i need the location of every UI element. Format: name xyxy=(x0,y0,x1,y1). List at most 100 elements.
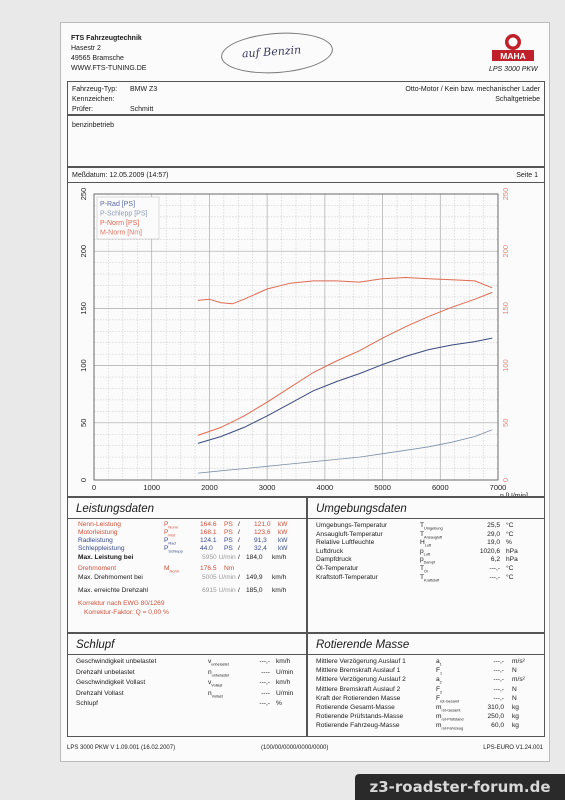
y-tick-label-left: 50 xyxy=(79,419,88,427)
torque-at-value: 149,9 xyxy=(246,574,263,581)
schlupf-row-label: Drehzahl unbelastet xyxy=(76,668,135,676)
umgebung-row-sub: Ansaugluft xyxy=(424,534,442,539)
leistung-row-slash: / xyxy=(238,545,240,552)
umgebung-row-sym: T xyxy=(420,530,425,538)
schlupf-row-unit: U/min xyxy=(276,689,294,697)
schlupf-row-value: ---- xyxy=(261,668,270,676)
rotierend-row-sub: 2 xyxy=(440,689,443,694)
umgebung-row-sub: Kraftstoff xyxy=(424,577,440,582)
umgebung-row-label: Dampfdruck xyxy=(316,556,352,564)
schlupf-row-sym: n xyxy=(208,668,212,676)
lps-model-label: LPS 3000 PKW xyxy=(489,66,538,73)
umgebung-row-symbol: pDampf xyxy=(420,557,435,565)
umgebung-row-unit: °C xyxy=(506,530,514,538)
umgebung-row-sym: T xyxy=(420,573,425,581)
y-tick-label-left: 0 xyxy=(79,478,88,482)
leistung-row-v2: 32,4 xyxy=(254,545,267,552)
umgebung-row-symbol: TÖl xyxy=(420,565,428,574)
schlupf-panel: Schlupf Geschwindigkeit unbelastet vunbel… xyxy=(67,633,307,737)
schlupf-row-symbol: nunbelastet xyxy=(208,668,230,678)
remark-text: benzinbetrieb xyxy=(72,122,115,129)
leistung-row-sub: Schlepp xyxy=(168,548,183,554)
rotierend-row-unit: N xyxy=(512,667,517,675)
rotierend-row-symbol: a2 xyxy=(436,677,442,685)
max-rpm-value: 185,0 xyxy=(246,587,263,594)
company-city: 49565 Bramsche xyxy=(71,55,124,62)
max-speed-slash: / xyxy=(238,554,240,561)
y-tick-label-right: 150 xyxy=(501,302,510,315)
max-speed-value: 184,0 xyxy=(246,554,263,561)
leistung-row-symbol: PSchlepp xyxy=(164,545,183,554)
plate-label: Kennzeichen: xyxy=(72,96,115,103)
leistung-row-slash: / xyxy=(238,537,240,544)
leistung-row-sym: P xyxy=(164,529,169,536)
umgebung-row-unit: hPa xyxy=(506,556,518,564)
umgebung-row-sym: H xyxy=(420,539,425,547)
y-tick-label-right: 100 xyxy=(501,359,510,372)
legend-entry: M-Norm [Nm] xyxy=(100,230,142,237)
torque-symbol: MNorm xyxy=(164,565,179,573)
y-tick-label-left: 200 xyxy=(79,245,88,258)
schlupf-row-symbol: nVollast xyxy=(208,690,223,699)
y-tick-label-left: 250 xyxy=(79,188,88,201)
rotierend-row-label: Mittlere Verzögerung Auslauf 1 xyxy=(316,658,406,665)
rotierend-row-unit: N xyxy=(512,685,517,693)
handwritten-note: auf Benzin xyxy=(219,29,335,77)
umgebung-row-label: Öl-Temperatur xyxy=(316,565,359,572)
leistung-row-u2: kW xyxy=(278,529,288,536)
rotierend-row-sub: rot-Gesamt xyxy=(441,708,461,713)
svg-text:MAHA: MAHA xyxy=(500,51,526,61)
vehicle-info-box: Fahrzeug-Typ: BMW Z3 Kennzeichen: Prüfer… xyxy=(67,81,545,115)
schlupf-row-sub: unbelastet xyxy=(211,672,230,677)
leistung-row-u2: kW xyxy=(278,537,288,544)
torque-value: 176.5 xyxy=(200,565,217,572)
umgebung-row-sym: p xyxy=(420,547,424,555)
rotierend-row-value: ---,- xyxy=(493,658,504,665)
umgebung-row-value: ---,- xyxy=(489,573,500,581)
rotierend-title: Rotierende Masse xyxy=(316,639,410,651)
rotierend-row-value: 60,0 xyxy=(491,722,504,730)
leistung-row-slash: / xyxy=(238,529,240,536)
umgebung-row-value: 1020,6 xyxy=(479,547,500,555)
umgebung-row-symbol: TKraftstoff xyxy=(420,573,440,583)
legend-entry: P-Norm [PS] xyxy=(100,220,139,227)
rotierend-row-sym: a xyxy=(436,676,440,684)
leistung-row-label: Nenn-Leistung xyxy=(78,521,121,528)
max-speed-unit: km/h xyxy=(272,554,287,561)
rotierend-row-unit: m/s² xyxy=(512,676,525,684)
p-rad-line xyxy=(197,337,493,444)
umgebung-row-value: ---,- xyxy=(489,565,500,572)
schlupf-row-unit: km/h xyxy=(276,658,291,665)
umgebung-row-label: Relative Luftfeuchte xyxy=(316,539,375,547)
umgebung-row-sub: Dampf xyxy=(423,560,435,565)
schlupf-row-label: Geschwindigkeit Vollast xyxy=(76,679,146,686)
umgebung-row-label: Luftdruck xyxy=(316,547,344,555)
rotierend-row-value: ---,- xyxy=(493,667,504,675)
leistung-row-u1: PS xyxy=(224,545,233,552)
leistung-row-v2: 91,3 xyxy=(254,537,267,544)
umgebung-row-sym: p xyxy=(420,556,424,564)
rotierend-row-label: Rotierende Gesamt-Masse xyxy=(316,704,395,711)
rotierend-row-unit: kg xyxy=(512,713,519,721)
chart-box: Meßdatum: 12.05.2009 (14:57) Seite 1 0 10… xyxy=(67,167,545,497)
umgebung-row-unit: °C xyxy=(506,522,514,529)
rotierend-row-sym: m xyxy=(436,704,442,711)
umgebung-panel: Umgebungsdaten Umgebungs-Temperatur TUmge… xyxy=(307,497,545,633)
umgebung-row-symbol: HLuft xyxy=(420,539,431,548)
schlupf-row-unit: U/min xyxy=(276,668,294,676)
rotierend-row-sym: F xyxy=(436,667,441,675)
rotierend-row-sym: F xyxy=(436,685,441,693)
rotierend-divider xyxy=(308,654,544,655)
umgebung-row-sub: Luft xyxy=(423,552,431,557)
umgebung-row-sub: Öl xyxy=(424,569,428,574)
schlupf-row-symbol: vunbelastet xyxy=(208,658,229,667)
umgebung-row-symbol: TUmgebung xyxy=(420,522,443,531)
rotierend-row-label: Rotierende Fahrzeug-Masse xyxy=(316,722,400,730)
dyno-chart: 01000200030004000500060007000n [U/min]05… xyxy=(79,188,528,496)
umgebung-row-label: Umgebungs-Temperatur xyxy=(316,522,388,529)
tester-value: Schmitt xyxy=(130,106,154,113)
leistung-row-v1: 164.6 xyxy=(200,521,217,528)
y-tick-label-right: 50 xyxy=(501,419,510,427)
torque-at-rpm: 5005 U/min xyxy=(202,574,236,581)
umgebung-row-value: 6,2 xyxy=(490,556,500,564)
